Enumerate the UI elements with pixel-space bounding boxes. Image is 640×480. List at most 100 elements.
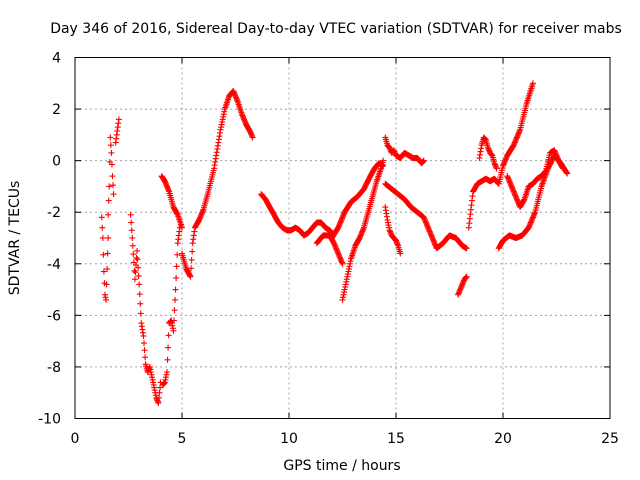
x-tick-label: 20 <box>494 431 512 447</box>
data-point <box>171 307 178 314</box>
grid-lines <box>75 57 610 419</box>
data-point <box>157 384 164 391</box>
data-point <box>115 116 122 123</box>
data-point <box>155 400 162 407</box>
data-point <box>108 161 115 168</box>
data-point <box>104 265 111 272</box>
data-point <box>529 80 536 87</box>
data-point <box>173 263 180 270</box>
data-point <box>165 344 172 351</box>
data-point <box>110 191 117 198</box>
data-point <box>128 227 135 234</box>
data-point <box>130 251 137 258</box>
data-point <box>105 211 112 218</box>
x-tick-labels: 0 5 10 15 20 25 <box>71 431 619 447</box>
data-point <box>131 267 138 274</box>
data-point <box>142 354 149 361</box>
data-point <box>136 291 143 298</box>
data-point <box>100 251 107 258</box>
data-point <box>187 273 194 280</box>
y-tick-label: -4 <box>47 257 61 273</box>
y-tick-label: -6 <box>47 308 61 324</box>
y-axis-label: SDTVAR / TECUs <box>7 181 23 296</box>
y-tick-labels: -10 -8 -6 -4 -2 0 2 4 <box>38 51 61 428</box>
series-s17 <box>476 134 500 172</box>
y-tick-label: -10 <box>38 412 61 428</box>
data-point <box>108 149 115 156</box>
x-tick-label: 0 <box>71 431 80 447</box>
data-point <box>165 332 172 339</box>
data-point <box>137 310 144 317</box>
data-point <box>156 389 163 396</box>
data-point <box>172 286 179 293</box>
x-tick-label: 15 <box>387 431 405 447</box>
data-point <box>463 245 470 252</box>
y-tick-label: 2 <box>52 102 61 118</box>
data-point <box>103 296 110 303</box>
data-point <box>339 260 346 267</box>
y-tick-label: 4 <box>52 51 61 67</box>
data-point <box>109 173 116 180</box>
y-tick-label: 0 <box>52 154 61 170</box>
data-point <box>128 219 135 226</box>
data-point <box>104 250 111 257</box>
data-point <box>106 183 113 190</box>
data-point <box>188 256 195 263</box>
y-tick-label: -8 <box>47 360 61 376</box>
series-s18 <box>495 152 571 252</box>
data-point <box>140 332 147 339</box>
data-point <box>564 170 571 177</box>
series-s2 <box>105 134 117 218</box>
y-tick-label: -2 <box>47 205 61 221</box>
series-s4 <box>127 211 164 407</box>
data-point <box>155 394 162 401</box>
series-s11 <box>339 157 387 303</box>
data-point <box>559 165 566 172</box>
data-points <box>98 80 571 407</box>
data-point <box>100 268 107 275</box>
series-s3 <box>112 116 122 146</box>
data-point <box>380 157 387 164</box>
data-point <box>129 242 136 249</box>
data-point <box>103 281 110 288</box>
data-point <box>170 327 177 334</box>
data-point <box>164 356 171 363</box>
series-s7 <box>179 88 256 280</box>
x-tick-label: 25 <box>601 431 619 447</box>
data-point <box>127 211 134 218</box>
series-s19 <box>504 147 566 211</box>
series-s12 <box>382 134 427 167</box>
data-point <box>249 134 256 141</box>
data-point <box>420 157 427 164</box>
data-point <box>107 142 114 149</box>
data-point <box>135 273 142 280</box>
series-s1 <box>98 214 112 303</box>
data-point <box>131 276 138 283</box>
data-point <box>136 281 143 288</box>
data-point <box>135 264 142 271</box>
x-tick-label: 10 <box>280 431 298 447</box>
series-s10 <box>328 160 387 241</box>
data-point <box>105 197 112 204</box>
data-point <box>189 248 196 255</box>
data-point <box>493 165 500 172</box>
data-point <box>188 265 195 272</box>
x-tick-label: 5 <box>178 431 187 447</box>
axis-ticks <box>74 57 611 419</box>
series-s16 <box>465 80 536 231</box>
data-point <box>164 369 171 376</box>
data-point <box>133 254 140 261</box>
series-s5 <box>159 224 183 388</box>
data-point <box>397 250 404 257</box>
data-point <box>129 235 136 241</box>
data-point <box>107 134 114 141</box>
data-point <box>141 340 148 347</box>
data-point <box>99 224 106 231</box>
chart-title: Day 346 of 2016, Sidereal Day-to-day VTE… <box>50 21 622 37</box>
data-point <box>109 182 116 189</box>
series-s15 <box>455 273 470 298</box>
data-point <box>134 256 141 263</box>
data-point <box>141 347 148 354</box>
data-point <box>174 251 181 258</box>
